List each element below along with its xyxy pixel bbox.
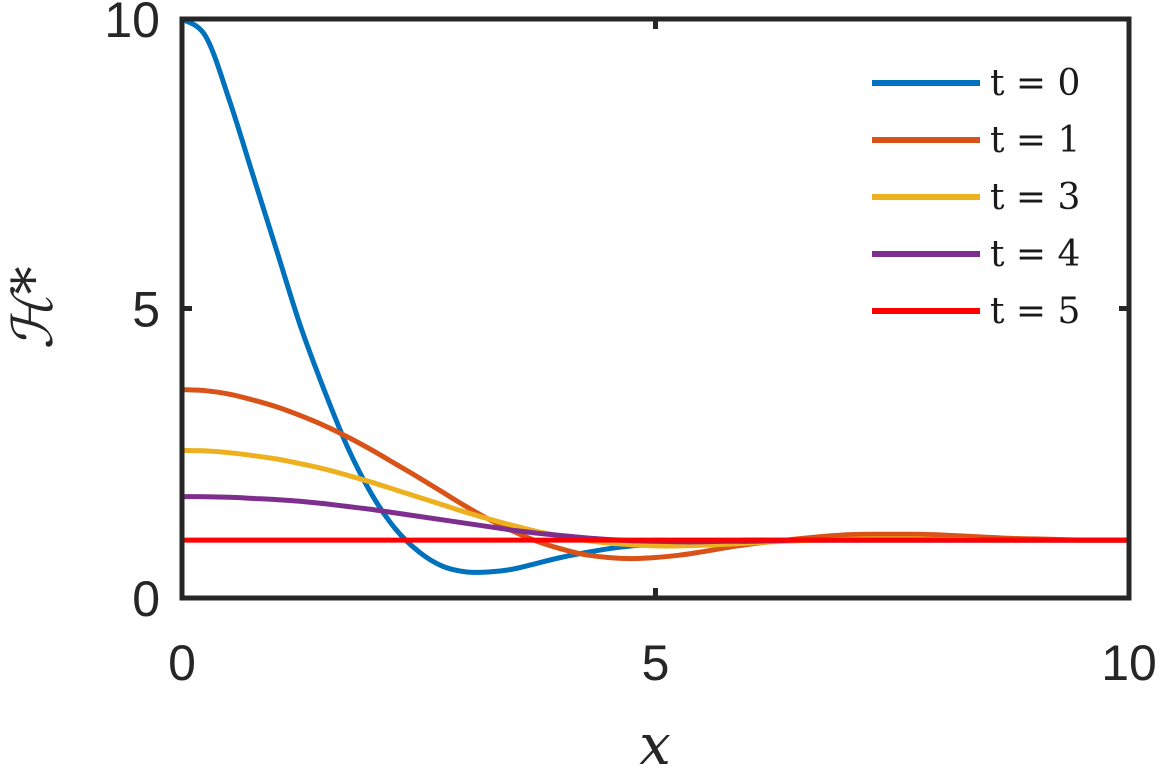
legend-label-1: t = 1: [990, 120, 1080, 161]
series-line-0: [180, 16, 1129, 575]
x-tick-label: 10: [1101, 635, 1157, 691]
series-line-2: [181, 447, 1129, 549]
ticks-layer: 0 5 10 0 5 10: [104, 0, 1156, 691]
series-line-1: [181, 387, 1129, 562]
plot-frame: [179, 16, 1132, 601]
y-tick-label: 5: [132, 282, 160, 338]
legend: t = 0 t = 1 t = 3 t = 4 t = 5: [872, 63, 1080, 332]
x-tick-label: 5: [642, 635, 670, 691]
x-axis-label: x: [639, 713, 671, 774]
y-axis-label: ℋ*: [1, 266, 66, 349]
x-tick-label: 0: [168, 635, 196, 691]
legend-label-2: t = 3: [990, 177, 1080, 218]
legend-label-0: t = 0: [990, 63, 1080, 104]
series-layer: [180, 16, 1129, 575]
y-tick-label: 10: [104, 0, 160, 48]
y-tick-label: 0: [132, 571, 160, 627]
legend-label-3: t = 4: [990, 234, 1080, 275]
legend-label-4: t = 5: [990, 291, 1080, 332]
